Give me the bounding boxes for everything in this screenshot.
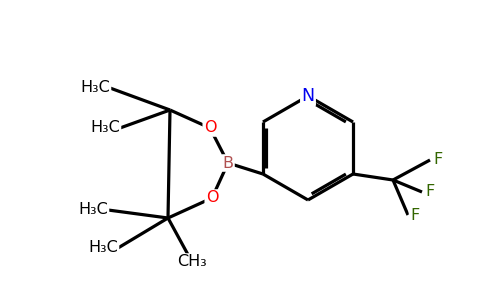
Text: H₃C: H₃C [80,80,110,95]
Text: F: F [410,208,419,223]
Text: H₃C: H₃C [88,241,118,256]
Text: O: O [206,190,218,206]
Text: F: F [425,184,434,200]
Text: H₃C: H₃C [78,202,108,217]
Text: F: F [433,152,442,167]
Text: CH₃: CH₃ [177,254,207,269]
Text: B: B [223,155,233,170]
Text: N: N [302,87,315,105]
Text: O: O [204,121,216,136]
Text: H₃C: H₃C [90,121,120,136]
